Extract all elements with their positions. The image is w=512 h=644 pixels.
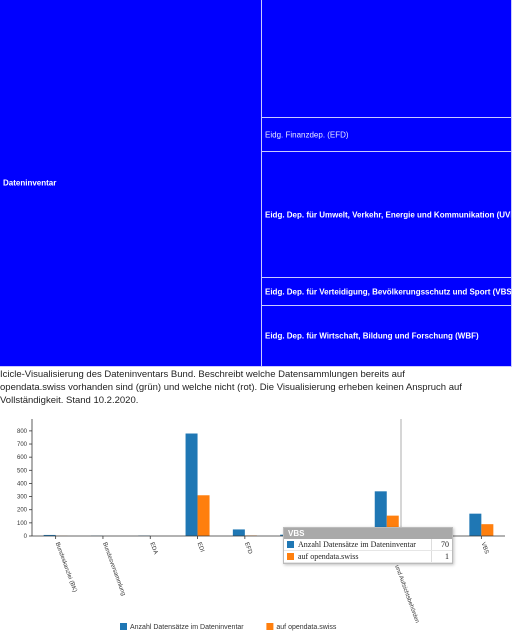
legend: Anzahl Datensätze im Dateninventar auf op… (120, 623, 337, 631)
bar (232, 529, 245, 536)
tooltip-row: Anzahl Datensätze im Dateninventar 70 (284, 539, 452, 551)
x-category-label: EDA (148, 542, 158, 556)
x-category-label: EFD (243, 542, 253, 556)
bar (197, 495, 210, 536)
legend-swatch (120, 623, 127, 630)
icicle-department-cell-vbs[interactable]: Eidg. Dep. für Verteidigung, Bevölkerung… (262, 278, 512, 306)
legend-swatch (266, 623, 274, 630)
tooltip-row-label: Anzahl Datensätze im Dateninventar (298, 540, 416, 549)
icicle-department-cell-wbf[interactable]: Eidg. Dep. für Wirtschaft, Bildung und F… (262, 306, 512, 367)
y-tick-label: 0 (24, 534, 28, 540)
y-tick-label: 500 (17, 468, 28, 474)
icicle-department-label-vbs: Eidg. Dep. für Verteidigung, Bevölkerung… (265, 287, 512, 296)
chart-tooltip: VBS Anzahl Datensätze im Dateninventar 7… (283, 527, 453, 564)
bar (185, 433, 198, 536)
y-tick-label: 400 (17, 481, 28, 487)
y-tick-label: 100 (17, 521, 28, 527)
icicle-department-cell-efd[interactable]: Eidg. Finanzdep. (EFD) (262, 118, 512, 152)
tooltip-table: Anzahl Datensätze im Dateninventar 70 au… (284, 539, 452, 563)
icicle-department-cell-1[interactable] (262, 0, 512, 118)
tooltip-row: auf opendata.swiss 1 (284, 550, 452, 563)
tooltip-row-value: 1 (431, 550, 452, 563)
tooltip-swatch-inventar (287, 541, 294, 548)
y-tick-label: 800 (17, 429, 28, 435)
icicle-department-label-wbf: Eidg. Dep. für Wirtschaft, Bildung und F… (265, 331, 479, 341)
y-axis: 0 100 200 300 400 500 600 700 800 (17, 419, 402, 540)
icicle-department-label-uvek: Eidg. Dep. für Umwelt, Verkehr, Energie … (265, 210, 512, 219)
legend-label: Anzahl Datensätze im Dateninventar (130, 624, 244, 631)
tooltip-row-label: auf opendata.swiss (298, 552, 359, 561)
bar (469, 513, 482, 536)
icicle-root-cell[interactable]: Dateninventar (0, 0, 262, 367)
x-category-label: VBS (479, 542, 489, 555)
y-tick-label: 300 (17, 495, 28, 501)
bar (43, 534, 56, 536)
legend-label: auf opendata.swiss (276, 624, 336, 631)
bar (374, 491, 387, 536)
x-category-label: EDI (196, 542, 205, 554)
icicle-department-cell-uvek[interactable]: Eidg. Dep. für Umwelt, Verkehr, Energie … (262, 152, 512, 278)
description-text: Icicle-Visualisierung des Dateninventars… (0, 369, 462, 406)
y-tick-label: 700 (17, 442, 28, 448)
icicle-visualization: Dateninventar Eidg. Finanzdep. (EFD) Eid… (0, 0, 512, 367)
bars (43, 433, 494, 536)
bar (481, 524, 494, 536)
x-category-label: Bundeskanzlei (BK) (54, 542, 78, 594)
icicle-root-label: Dateninventar (3, 178, 57, 188)
icicle-department-label-efd: Eidg. Finanzdep. (EFD) (265, 130, 349, 139)
tooltip-swatch-opendata (287, 553, 294, 560)
x-category-label: Bundesversammlung (101, 542, 126, 597)
y-tick-label: 600 (17, 455, 28, 461)
tooltip-title: VBS (284, 528, 452, 539)
tooltip-row-value: 70 (431, 539, 452, 551)
y-tick-label: 200 (17, 508, 28, 514)
